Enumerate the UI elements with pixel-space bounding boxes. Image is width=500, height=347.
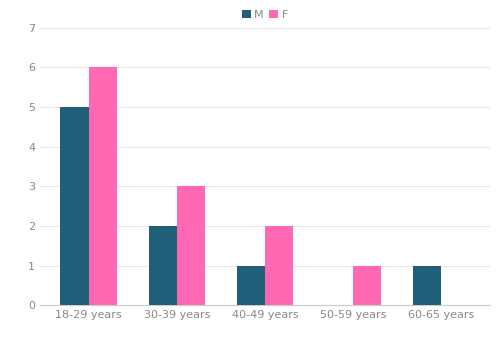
Bar [353, 266, 382, 305]
Bar [88, 67, 117, 305]
Bar [60, 107, 88, 305]
Bar [265, 226, 293, 305]
Bar [177, 186, 205, 305]
Bar [237, 266, 265, 305]
Bar [413, 266, 442, 305]
Bar [148, 226, 177, 305]
Legend: M, F: M, F [238, 6, 292, 25]
